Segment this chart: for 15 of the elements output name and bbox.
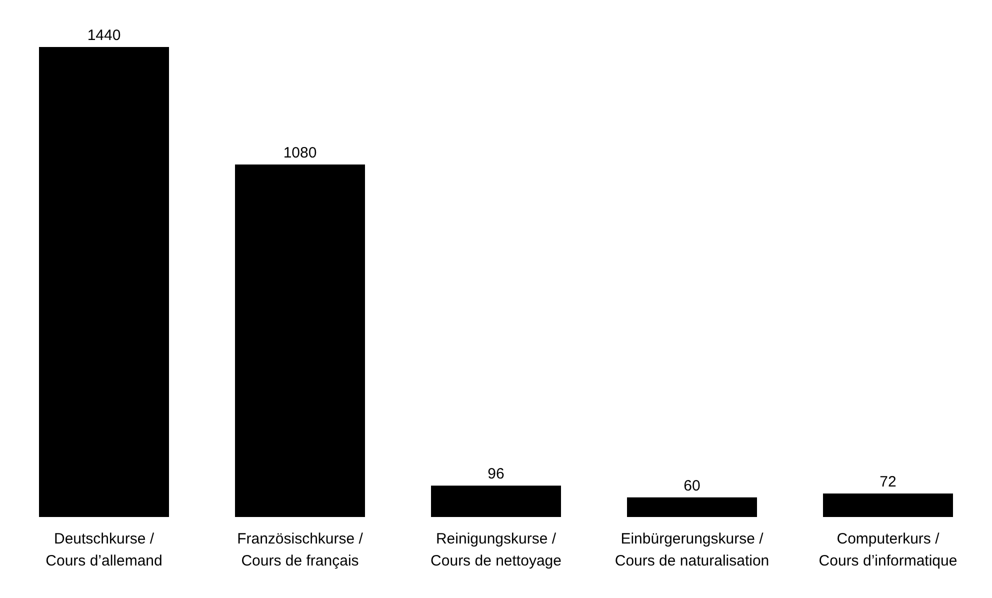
bar (823, 494, 953, 517)
data-label: 1080 (283, 144, 317, 162)
x-tick-label: Computerkurs / Cours d’informatique (818, 530, 958, 570)
bar (431, 486, 561, 517)
x-tick-label: Deutschkurse / Cours d’allemand (46, 530, 162, 570)
x-tick-label: Einbürgerungskurse / Cours de naturalisation (614, 530, 770, 570)
data-label: 60 (684, 477, 700, 494)
data-label: 1440 (87, 27, 121, 44)
bar (39, 47, 169, 517)
x-tick-label: Reinigungskurse / Cours de nettoyage (430, 530, 562, 570)
data-label: 96 (488, 466, 504, 483)
bar (627, 497, 757, 517)
bar (235, 164, 365, 517)
data-label: 72 (880, 474, 896, 490)
x-tick-label: Französischkurse / Cours de français (237, 530, 364, 570)
